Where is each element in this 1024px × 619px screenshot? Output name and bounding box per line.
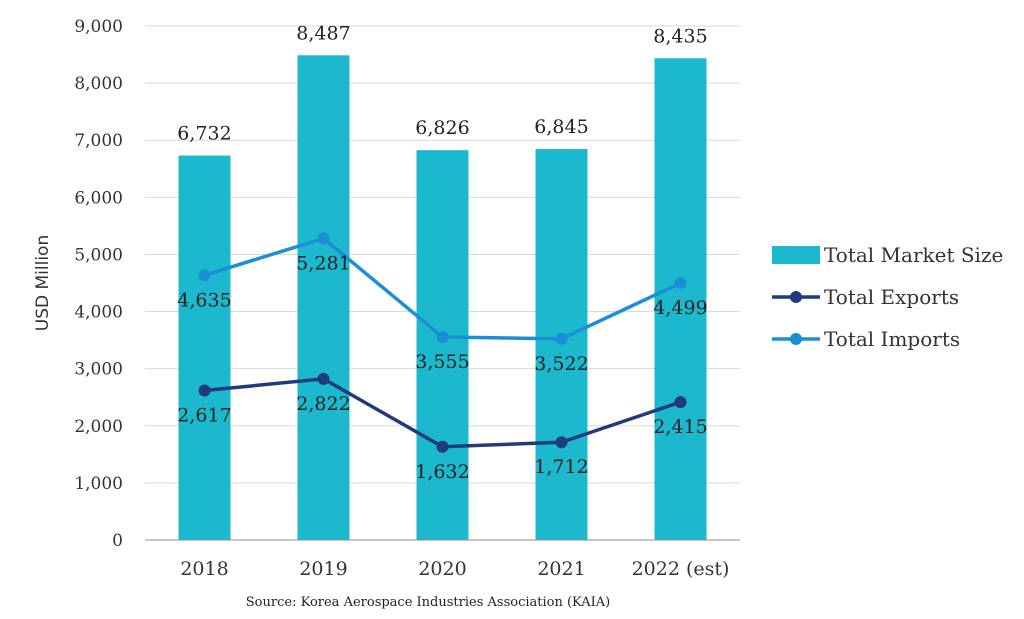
series-point: [436, 440, 449, 453]
x-category-label: 2019: [299, 558, 347, 580]
y-tick-label: 6,000: [74, 188, 123, 208]
x-category-label: 2022 (est): [632, 558, 730, 580]
line-data-labels: 2,617 2,822 1,632 1,712 2,415 4,635 5,281 3,555…: [177, 252, 707, 482]
bar: [654, 58, 707, 541]
series-point: [674, 277, 687, 290]
line-data-label: 2,617: [177, 405, 231, 427]
legend-label: Total Exports: [824, 285, 959, 309]
y-tick-label: 0: [112, 531, 123, 551]
y-tick-label: 1,000: [74, 474, 123, 494]
line-data-label: 1,632: [415, 461, 469, 483]
bar-data-label: 8,487: [296, 22, 350, 44]
bar-data-labels: 6,732 8,487 6,826 6,845 8,435: [177, 22, 707, 144]
y-tick-label: 7,000: [74, 131, 123, 151]
source-note: Source: Korea Aerospace Industries Assoc…: [246, 595, 610, 610]
x-category-label: 2020: [418, 558, 466, 580]
legend-swatch-marker: [790, 291, 802, 303]
y-axis-title: USD Million: [33, 235, 53, 331]
bar-data-label: 6,845: [534, 116, 588, 138]
series-point: [317, 372, 330, 385]
line-data-label: 4,499: [653, 297, 707, 319]
series-point: [555, 332, 568, 345]
series-point: [436, 330, 449, 343]
legend-swatch-marker: [790, 333, 802, 345]
y-tick-label: 8,000: [74, 74, 123, 94]
y-tick-label: 9,000: [74, 17, 123, 37]
y-axis-ticks: 0 1,000 2,000 3,000 4,000 5,000 6,000 7,000 8,00…: [74, 17, 123, 551]
line-data-label: 2,822: [296, 393, 350, 415]
bar-data-label: 6,826: [415, 117, 469, 139]
line-series: [198, 232, 687, 453]
series-point: [317, 232, 330, 245]
y-tick-label: 3,000: [74, 360, 123, 380]
y-tick-label: 5,000: [74, 245, 123, 265]
x-axis-categories: 2018 2019 2020 2021 2022 (est): [180, 558, 729, 580]
bar: [297, 55, 350, 540]
line-data-label: 1,712: [534, 456, 588, 478]
legend-label: Total Imports: [824, 327, 960, 351]
line-data-label: 4,635: [177, 289, 231, 311]
line-data-label: 3,522: [534, 353, 588, 375]
legend-swatch-bar: [772, 246, 820, 264]
series-point: [555, 436, 568, 449]
x-category-label: 2021: [537, 558, 585, 580]
bar: [178, 155, 231, 540]
x-category-label: 2018: [180, 558, 228, 580]
y-tick-label: 2,000: [74, 417, 123, 437]
bar: [416, 150, 469, 541]
line-data-label: 2,415: [653, 416, 707, 438]
line-data-label: 3,555: [415, 351, 469, 373]
bars-total-market-size: [178, 55, 707, 541]
y-tick-label: 4,000: [74, 303, 123, 323]
legend: Total Market Size Total Exports Total Impo…: [772, 243, 1003, 351]
bar-data-label: 8,435: [653, 25, 707, 47]
legend-label: Total Market Size: [824, 243, 1003, 267]
series-point: [198, 384, 211, 397]
bar-data-label: 6,732: [177, 123, 231, 145]
series-point: [674, 396, 687, 409]
line-data-label: 5,281: [296, 252, 350, 274]
series-point: [198, 269, 211, 282]
